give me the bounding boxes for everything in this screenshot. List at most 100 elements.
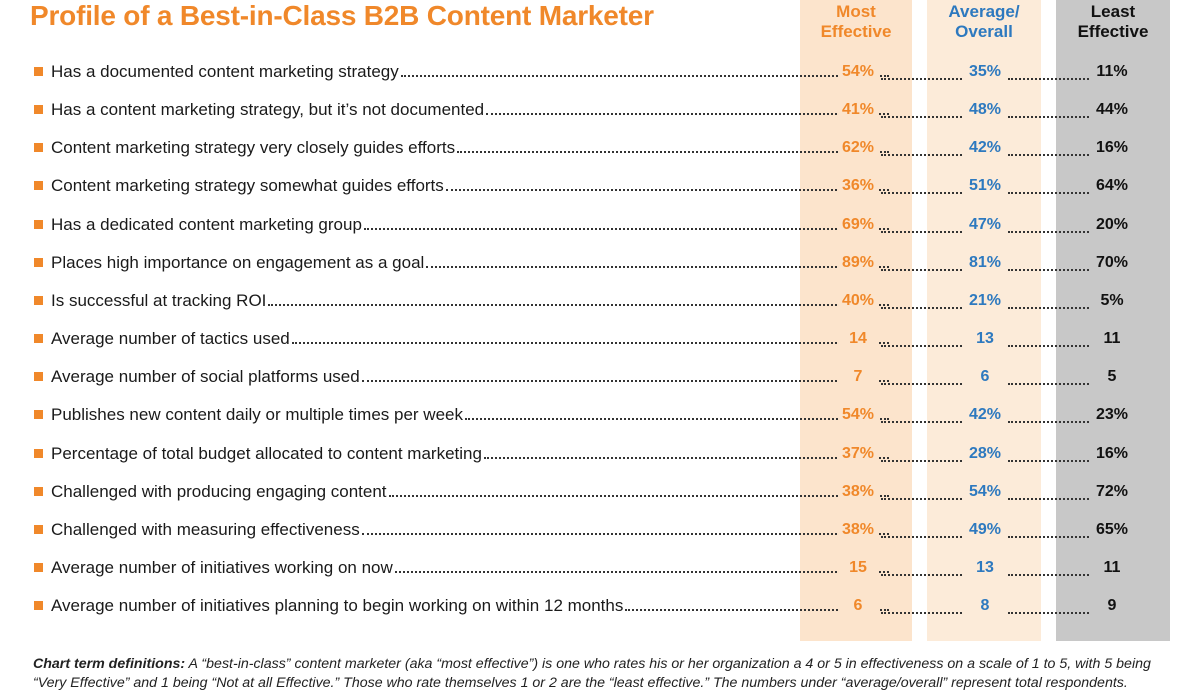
row-label: Percentage of total budget allocated to … [51, 443, 482, 463]
leader-dots [1008, 459, 1089, 462]
least-effective-header-line2: Effective [1077, 22, 1149, 41]
leader-dots [625, 609, 889, 612]
table-row: Average number of tactics used 14 13 11 [0, 322, 1200, 360]
bullet-icon [34, 372, 43, 382]
average-overall-value: 28% [965, 440, 1005, 467]
leader-dots [881, 535, 962, 538]
row-label-wrap: Average number of initiatives working on… [51, 555, 889, 581]
footnote: Chart term definitions: A “best-in-class… [33, 655, 1183, 693]
leader-dots [464, 418, 889, 421]
average-overall-value: 54% [965, 478, 1005, 505]
average-overall-value: 49% [965, 516, 1005, 543]
table-row: Content marketing strategy somewhat guid… [0, 169, 1200, 207]
row-label: Challenged with producing engaging conte… [51, 481, 387, 501]
least-effective-value: 72% [1092, 478, 1132, 505]
row-label-wrap: Percentage of total budget allocated to … [51, 441, 889, 467]
leader-dots [268, 303, 889, 306]
average-overall-header-line1: Average/ [948, 2, 1020, 21]
bullet-icon [34, 524, 43, 534]
average-overall-value: 51% [965, 173, 1005, 200]
least-effective-header-line1: Least [1090, 2, 1136, 21]
leader-dots [1008, 573, 1089, 576]
row-label: Challenged with measuring effectiveness [51, 519, 360, 539]
row-label: Average number of tactics used [51, 329, 290, 349]
table-row: Places high importance on engagement as … [0, 246, 1200, 284]
leader-dots [1008, 268, 1089, 271]
leader-dots [881, 612, 962, 615]
least-effective-header: Least Effective [1056, 2, 1170, 42]
leader-dots [483, 456, 889, 459]
leader-dots [881, 116, 962, 119]
footnote-heading: Chart term definitions: [33, 656, 186, 672]
leader-dots [1008, 612, 1089, 615]
bullet-icon [34, 601, 43, 611]
row-label: Publishes new content daily or multiple … [51, 405, 463, 425]
average-overall-value: 6 [965, 364, 1005, 391]
leader-dots [1008, 497, 1089, 500]
leader-dots [1008, 154, 1089, 157]
leader-dots [1008, 230, 1089, 233]
row-label-wrap: Challenged with measuring effectiveness [51, 517, 889, 543]
row-label: Is successful at tracking ROI [51, 290, 267, 310]
most-effective-value: 69% [838, 211, 878, 238]
average-overall-value: 42% [965, 402, 1005, 429]
average-overall-value: 8 [965, 593, 1005, 620]
table-row: Publishes new content daily or multiple … [0, 398, 1200, 436]
leader-dots [388, 494, 889, 497]
least-effective-value: 5 [1092, 364, 1132, 391]
row-label: Has a content marketing strategy, but it… [51, 100, 485, 120]
least-effective-value: 5% [1092, 287, 1132, 314]
row-label-wrap: Average number of initiatives planning t… [51, 593, 889, 619]
most-effective-value: 62% [838, 135, 878, 162]
least-effective-value: 20% [1092, 211, 1132, 238]
average-overall-value: 21% [965, 287, 1005, 314]
leader-dots [881, 192, 962, 195]
row-label: Content marketing strategy very closely … [51, 138, 456, 158]
leader-dots [881, 497, 962, 500]
leader-dots [1008, 306, 1089, 309]
leader-dots [881, 78, 962, 80]
most-effective-value: 14 [838, 326, 878, 353]
row-label: Places high importance on engagement as … [51, 252, 425, 272]
table-row: Has a documented content marketing strat… [0, 55, 1200, 93]
least-effective-value: 23% [1092, 402, 1132, 429]
most-effective-value: 38% [838, 516, 878, 543]
table-row: Average number of initiatives working on… [0, 551, 1200, 589]
leader-dots [1008, 116, 1089, 119]
table-row: Percentage of total budget allocated to … [0, 437, 1200, 475]
most-effective-value: 37% [838, 440, 878, 467]
leader-dots [363, 227, 889, 230]
row-label: Content marketing strategy somewhat guid… [51, 176, 444, 196]
leader-dots [881, 306, 962, 309]
table-row: Challenged with measuring effectiveness 3… [0, 513, 1200, 551]
leader-dots [400, 75, 889, 77]
bullet-icon [34, 448, 43, 458]
bullet-icon [34, 486, 43, 496]
bullet-icon [34, 562, 43, 572]
bullet-icon [34, 105, 43, 115]
average-overall-value: 35% [965, 59, 1005, 85]
most-effective-header-line2: Effective [820, 22, 892, 41]
average-overall-value: 81% [965, 249, 1005, 276]
row-label: Has a dedicated content marketing group [51, 214, 362, 234]
least-effective-value: 16% [1092, 440, 1132, 467]
row-label-wrap: Publishes new content daily or multiple … [51, 402, 889, 428]
least-effective-value: 70% [1092, 249, 1132, 276]
most-effective-value: 15 [838, 554, 878, 581]
leader-dots [881, 459, 962, 462]
chart-title: Profile of a Best-in-Class B2B Content M… [30, 0, 654, 31]
most-effective-header: Most Effective [800, 2, 912, 42]
row-label-wrap: Has a content marketing strategy, but it… [51, 97, 889, 123]
average-overall-value: 42% [965, 135, 1005, 162]
bullet-icon [34, 67, 43, 76]
leader-dots [1008, 192, 1089, 195]
row-label-wrap: Average number of social platforms used [51, 364, 889, 390]
most-effective-value: 41% [838, 97, 878, 124]
row-label-wrap: Is successful at tracking ROI [51, 288, 889, 314]
leader-dots [881, 421, 962, 424]
table-row: Challenged with producing engaging conte… [0, 475, 1200, 513]
bullet-icon [34, 181, 43, 191]
average-overall-value: 13 [965, 554, 1005, 581]
average-overall-value: 13 [965, 326, 1005, 353]
leader-dots [426, 265, 889, 268]
